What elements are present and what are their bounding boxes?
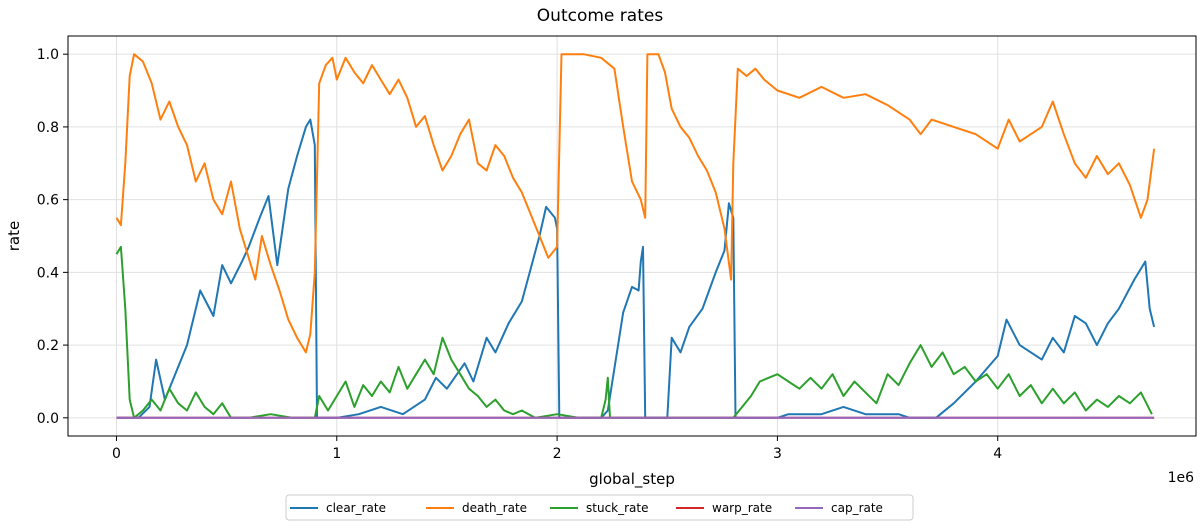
y-tick-label: 0.4 [37, 265, 59, 281]
y-tick-label: 0.0 [37, 411, 59, 427]
series-line-clear-rate [116, 118, 1156, 419]
y-tick-label: 0.8 [37, 120, 59, 136]
legend: clear_rate death_rate stuck_rate warp_rate c… [285, 494, 914, 521]
x-offset-label: 1e6 [1168, 470, 1195, 486]
x-tick-label: 0 [112, 446, 121, 462]
x-tick-label: 4 [993, 446, 1002, 462]
legend-label: warp_rate [712, 501, 772, 515]
x-tick-label: 3 [773, 446, 782, 462]
ticks: 0 1 2 3 4 0.0 0.2 0.4 0.6 0.8 1.0 [37, 47, 1003, 462]
y-axis-label: rate [5, 221, 23, 251]
legend-box [285, 494, 914, 521]
series-group [115, 53, 1156, 419]
y-tick-label: 1.0 [37, 47, 59, 63]
chart-title: Outcome rates [537, 6, 664, 26]
plot-frame [67, 35, 1197, 437]
legend-label: death_rate [462, 501, 527, 515]
y-tick-label: 0.6 [37, 193, 59, 209]
series-line-death-rate [115, 53, 1156, 354]
x-tick-label: 1 [332, 446, 341, 462]
legend-label: cap_rate [831, 501, 883, 515]
legend-label: clear_rate [326, 501, 386, 515]
legend-label: stuck_rate [586, 501, 648, 515]
x-axis-label: global_step [589, 470, 675, 489]
x-tick-label: 2 [553, 446, 562, 462]
y-tick-label: 0.2 [37, 338, 59, 354]
